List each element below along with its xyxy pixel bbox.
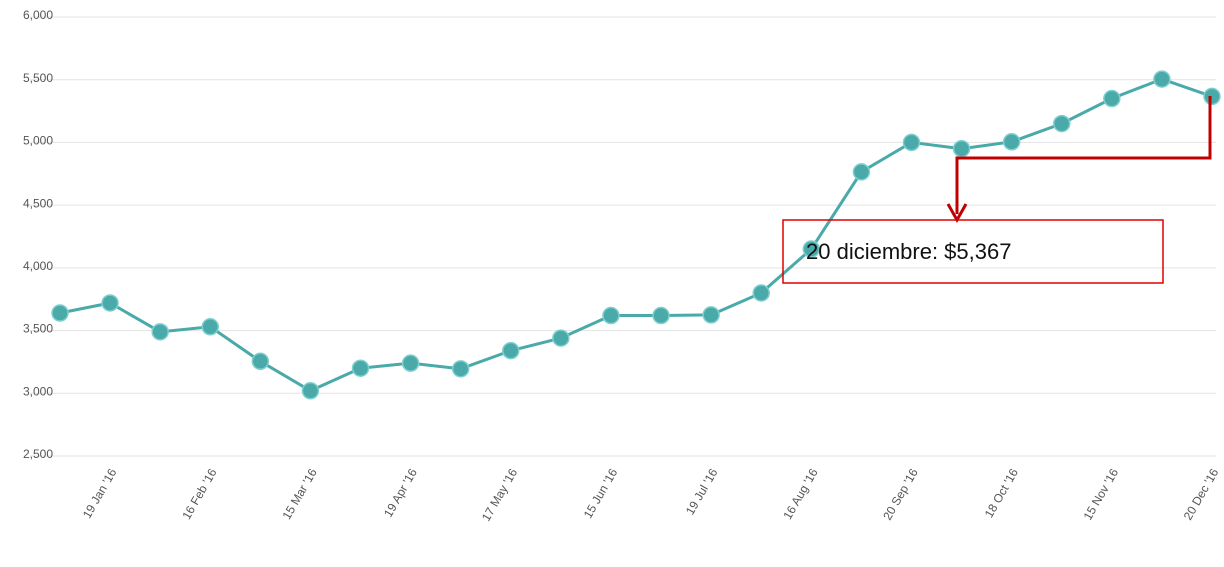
marker	[602, 306, 620, 325]
marker	[852, 163, 871, 181]
marker	[1002, 133, 1021, 151]
x-tick-label: 16 Aug '16	[780, 466, 820, 522]
x-tick-label: 20 Sep '16	[880, 466, 921, 523]
marker	[552, 329, 570, 347]
y-tick-label: 5,500	[23, 71, 53, 85]
marker	[301, 382, 320, 400]
x-tick-label: 18 Oct '16	[982, 466, 1021, 520]
marker	[802, 240, 821, 258]
marker	[702, 306, 720, 324]
y-tick-label: 5,000	[23, 134, 53, 148]
marker	[1203, 87, 1221, 106]
y-tick-label: 3,000	[23, 384, 53, 398]
x-tick-label: 15 Mar '16	[279, 466, 319, 522]
marker	[652, 306, 670, 325]
marker	[451, 360, 470, 378]
plot	[51, 70, 1221, 400]
annotation-box	[782, 219, 1164, 284]
x-tick-label: 19 Jan '16	[80, 466, 120, 521]
marker	[502, 341, 520, 360]
y-tick-label: 3,500	[23, 322, 53, 336]
x-tick-label: 15 Nov '16	[1081, 466, 1122, 523]
grid: 2,500 3,000 3,500 4,000 4,500 5,000 5,500 6,000…	[23, 8, 1222, 523]
x-tick-label: 17 May '16	[479, 466, 520, 524]
x-tick-label: 15 Jun '16	[581, 466, 621, 521]
marker	[251, 352, 270, 371]
y-tick-label: 4,000	[23, 259, 53, 273]
marker	[1153, 70, 1171, 88]
marker	[151, 323, 169, 341]
x-tick-label: 20 Dec '16	[1181, 466, 1222, 523]
x-tick-label: 16 Feb '16	[179, 466, 219, 522]
x-tick-label: 19 Jul '16	[683, 466, 721, 517]
marker	[401, 354, 420, 372]
marker	[1103, 89, 1121, 108]
marker	[201, 318, 220, 336]
x-tick-label: 19 Apr '16	[381, 466, 420, 520]
annotation-connector	[955, 96, 1212, 214]
line	[59, 77, 1213, 393]
marker	[1052, 114, 1071, 133]
annotation: 20 diciembre: $5,367	[806, 239, 1011, 264]
y-tick-label: 4,500	[23, 196, 53, 210]
marker	[351, 359, 370, 377]
y-tick-label: 2,500	[23, 447, 53, 461]
marker	[51, 304, 69, 322]
y-tick-label: 6,000	[23, 8, 53, 22]
marker	[902, 133, 921, 152]
marker	[101, 294, 119, 312]
marker	[752, 284, 770, 302]
marker	[952, 139, 971, 158]
